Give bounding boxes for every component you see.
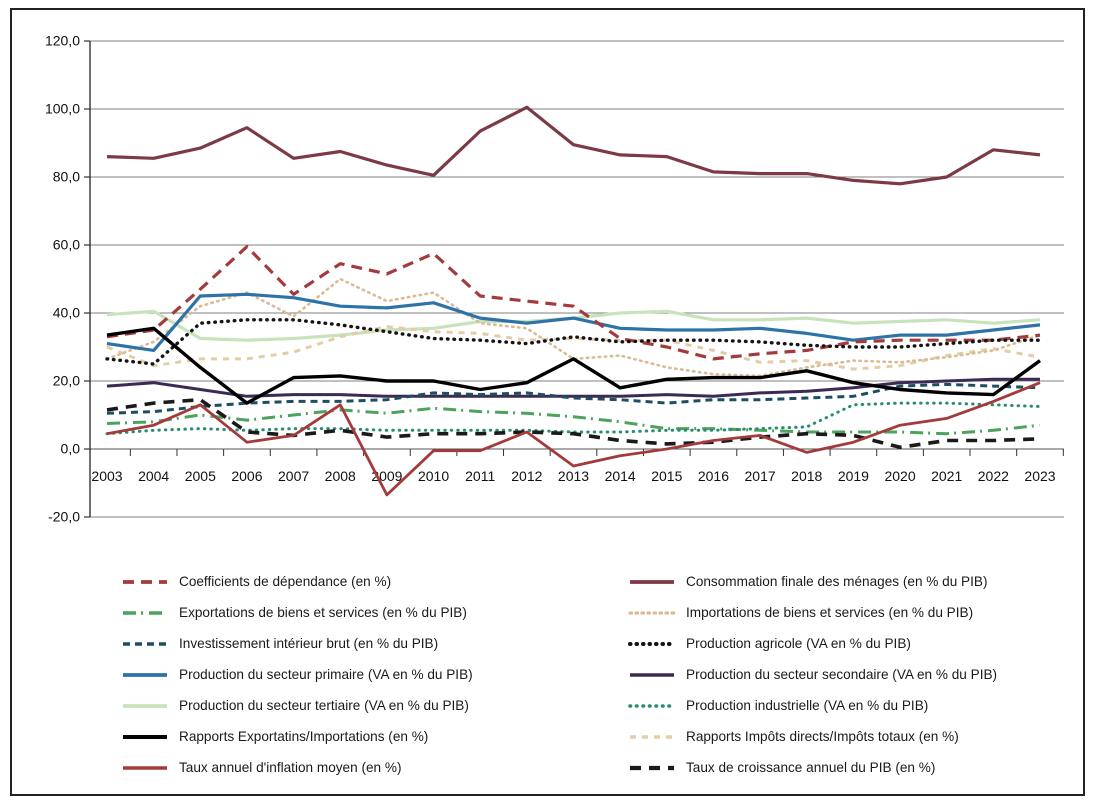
legend-item-tertiaire: Production du secteur tertiaire (VA en %…: [121, 690, 473, 721]
legend-swatch-consommation: [630, 579, 674, 584]
x-tick-label-2004: 2004: [138, 468, 169, 484]
legend-item-secondaire: Production du secteur secondaire (VA en …: [628, 659, 997, 690]
x-tick-label-2015: 2015: [651, 468, 682, 484]
y-tick-label: 120,0: [45, 33, 80, 49]
legend-item-agricole: Production agricole (VA en % du PIB): [628, 628, 997, 659]
x-tick-label-2012: 2012: [511, 468, 542, 484]
chart-area: 120,0 100,0 80,0 60,0 40,0 20,0 0,0 -20,0 2003 20…: [45, 33, 1064, 525]
series-line-coefficients: [106, 245, 1041, 361]
x-tick-label-2022: 2022: [978, 468, 1009, 484]
legend-item-inflation: Taux annuel d'inflation moyen (en %): [121, 752, 473, 783]
x-tick-label-2020: 2020: [884, 468, 915, 484]
legend-item-consommation: Consommation finale des ménages (en % du…: [628, 566, 997, 597]
legend-swatch-primaire: [123, 672, 167, 677]
x-tick-label-2019: 2019: [838, 468, 869, 484]
legend-item-importations: Importations de biens et services (en % …: [628, 597, 997, 628]
legend-item-impots: Rapports Impôts directs/Impôts totaux (e…: [628, 721, 997, 752]
x-tick-label-2008: 2008: [325, 468, 356, 484]
legend-label: Rapports Exportatins/Importations (en %): [179, 729, 429, 744]
legend-label: Rapports Impôts directs/Impôts totaux (e…: [686, 729, 959, 744]
y-tick-label: 80,0: [53, 169, 80, 185]
series-line-impots: [106, 325, 1041, 371]
legend-label: Production agricole (VA en % du PIB): [686, 636, 911, 651]
legend-swatch-exportations: [123, 610, 167, 615]
series-line-rapports: [106, 326, 1042, 405]
legend-label: Production du secteur tertiaire (VA en %…: [179, 698, 469, 713]
legend-label: Production industrielle (VA en % du PIB): [686, 698, 929, 713]
legend-item-croissance: Taux de croissance annuel du PIB (en %): [628, 752, 997, 783]
legend-swatch-tertiaire: [123, 703, 167, 708]
legend-item-coefficients: Coefficients de dépendance (en %): [121, 566, 473, 597]
legend-label: Investissement intérieur brut (en % du P…: [179, 636, 439, 651]
legend-label: Exportations de biens et services (en % …: [179, 605, 467, 620]
series-line-inflation: [106, 381, 1041, 497]
legend-swatch-rapports: [123, 734, 167, 739]
legend-label: Coefficients de dépendance (en %): [179, 574, 392, 589]
legend-label: Importations de biens et services (en % …: [686, 605, 974, 620]
legend-swatch-secondaire: [630, 672, 674, 677]
x-tick-label-2007: 2007: [278, 468, 309, 484]
x-tick-label-2021: 2021: [931, 468, 962, 484]
legend-label: Consommation finale des ménages (en % du…: [686, 574, 988, 589]
legend-swatch-coefficients: [123, 579, 167, 584]
x-tick-label-2023: 2023: [1024, 468, 1055, 484]
x-tick-label-2013: 2013: [558, 468, 589, 484]
x-tick-label-2016: 2016: [698, 468, 729, 484]
series-line-importations: [105, 277, 1042, 378]
x-tick-label-2018: 2018: [791, 468, 822, 484]
legend-swatch-croissance: [630, 765, 674, 770]
legend-item-primaire: Production du secteur primaire (VA en % …: [121, 659, 473, 690]
legend-swatch-impots: [630, 734, 674, 739]
legend-label: Taux de croissance annuel du PIB (en %): [686, 760, 936, 775]
series-line-primaire: [106, 292, 1041, 352]
series-line-croissance: [106, 397, 1041, 450]
legend-label: Taux annuel d'inflation moyen (en %): [179, 760, 402, 775]
legend-swatch-industrielle: [628, 703, 676, 708]
legend-column-right: Consommation finale des ménages (en % du…: [628, 566, 997, 783]
y-tick-label: 60,0: [53, 237, 80, 253]
y-tick-label: -20,0: [48, 509, 80, 525]
x-tick-label-2005: 2005: [185, 468, 216, 484]
legend-item-industrielle: Production industrielle (VA en % du PIB): [628, 690, 997, 721]
x-tick-label-2011: 2011: [465, 468, 495, 484]
y-tick-label: 0,0: [61, 441, 81, 457]
legend-column-left: Coefficients de dépendance (en %) Exporta…: [121, 566, 473, 783]
y-tick-label: 40,0: [53, 305, 80, 321]
legend-item-rapports: Rapports Exportatins/Importations (en %): [121, 721, 473, 752]
x-tick-label-2006: 2006: [231, 468, 262, 484]
line-chart: 120,0 100,0 80,0 60,0 40,0 20,0 0,0 -20,0 2003 20…: [45, 33, 1064, 525]
x-tick-label-2003: 2003: [91, 468, 122, 484]
series-line-exportations: [106, 406, 1041, 436]
legend-swatch-inflation: [123, 765, 167, 770]
y-tick-label: 20,0: [53, 373, 80, 389]
legend-item-exportations: Exportations de biens et services (en % …: [121, 597, 473, 628]
legend-item-investissement: Investissement intérieur brut (en % du P…: [121, 628, 473, 659]
page-border-frame: [10, 8, 1085, 796]
legend-swatch-investissement: [123, 641, 167, 646]
x-tick-label-2017: 2017: [745, 468, 776, 484]
series-line-consommation: [106, 105, 1041, 186]
y-tick-label: 100,0: [45, 101, 80, 117]
x-tick-label-2014: 2014: [605, 468, 636, 484]
legend-swatch-importations: [628, 610, 676, 615]
x-tick-label-2010: 2010: [418, 468, 449, 484]
legend-label: Production du secteur primaire (VA en % …: [179, 667, 473, 682]
series-line-industrielle: [105, 401, 1042, 436]
legend-label: Production du secteur secondaire (VA en …: [686, 667, 998, 682]
legend-swatch-agricole: [628, 641, 676, 646]
